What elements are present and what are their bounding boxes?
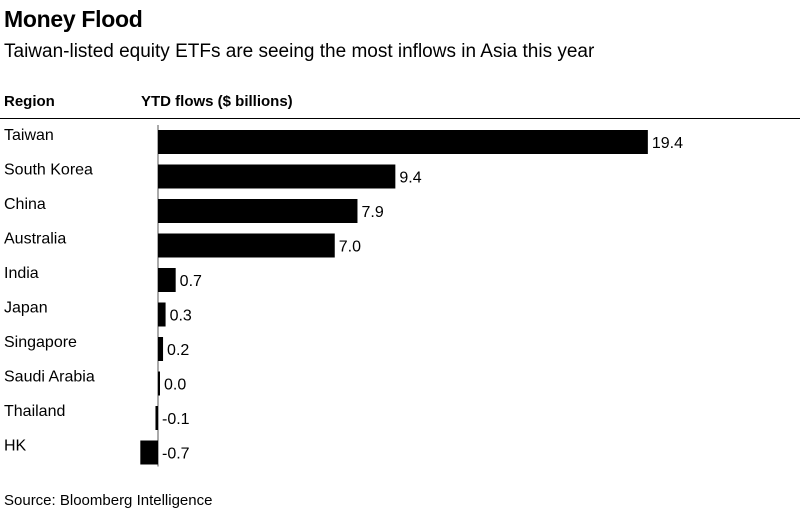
chart-subtitle: Taiwan-listed equity ETFs are seeing the… [4, 41, 595, 62]
source-note: Source: Bloomberg Intelligence [4, 492, 213, 509]
value-label: 7.9 [361, 204, 383, 221]
category-label: India [4, 265, 39, 282]
value-label: 19.4 [652, 135, 683, 152]
category-label: Japan [4, 300, 48, 317]
category-label: HK [4, 438, 27, 455]
value-label: 0.7 [180, 273, 202, 290]
category-label: Australia [4, 231, 66, 248]
bar [158, 268, 176, 292]
bar [158, 164, 396, 189]
bar [158, 337, 164, 361]
value-label: 7.0 [339, 239, 361, 256]
value-label: 0.0 [164, 377, 186, 394]
bar [140, 440, 158, 465]
category-label: Thailand [4, 403, 65, 420]
bar [158, 199, 358, 223]
header-divider [0, 118, 800, 119]
bar-chart: Taiwan 19.4 South Korea 9.4 China 7.9 Australi… [4, 125, 683, 467]
region-column-header: Region [4, 93, 55, 110]
value-label: 0.3 [170, 308, 192, 325]
value-label: -0.7 [162, 446, 190, 463]
category-label: Taiwan [4, 127, 54, 144]
bar [155, 406, 158, 430]
value-label: -0.1 [162, 411, 190, 428]
chart-title: Money Flood [4, 6, 143, 32]
value-label: 9.4 [399, 170, 421, 187]
bar [158, 233, 335, 258]
value-label: 0.2 [167, 342, 189, 359]
category-label: China [4, 196, 46, 213]
category-label: South Korea [4, 162, 93, 179]
bar [158, 371, 160, 396]
bar [158, 130, 648, 154]
category-label: Saudi Arabia [4, 369, 95, 386]
bar [158, 302, 166, 327]
category-label: Singapore [4, 334, 77, 351]
flows-column-header: YTD flows ($ billions) [141, 93, 293, 110]
